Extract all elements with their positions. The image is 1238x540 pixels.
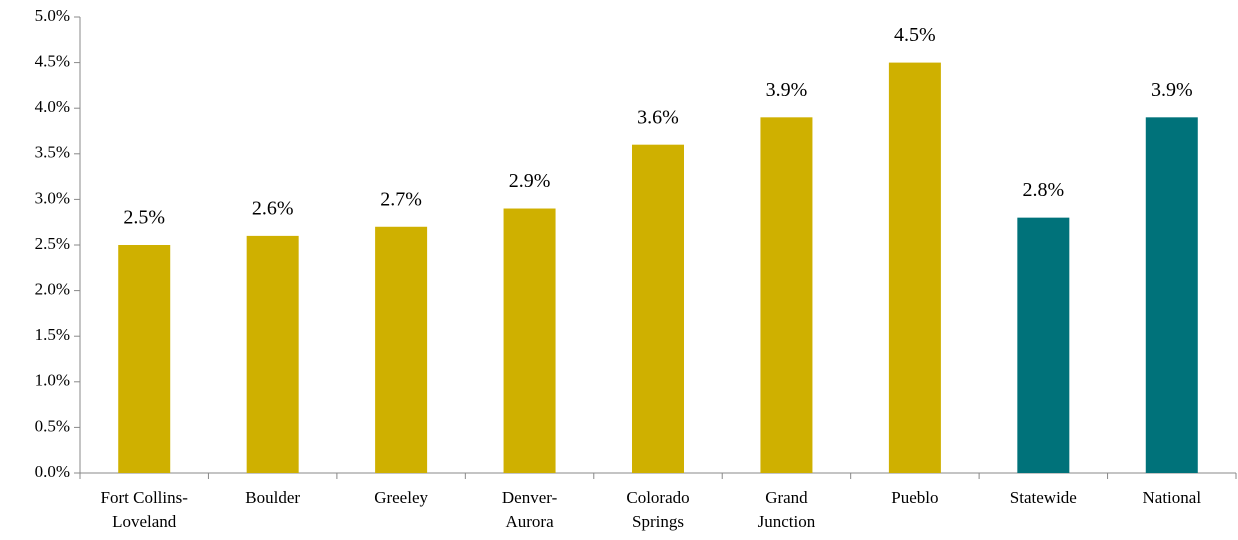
x-tick-label-line: Springs bbox=[632, 512, 684, 531]
y-tick-label: 1.5% bbox=[35, 325, 70, 344]
x-tick-label-line: Fort Collins- bbox=[101, 488, 189, 507]
y-tick-label: 2.5% bbox=[35, 234, 70, 253]
y-tick-label: 2.0% bbox=[35, 280, 70, 299]
value-label: 3.9% bbox=[766, 79, 808, 101]
bar bbox=[760, 117, 813, 473]
value-label: 2.7% bbox=[380, 188, 422, 210]
bar bbox=[1017, 217, 1070, 473]
bar bbox=[118, 245, 171, 473]
value-label: 2.5% bbox=[123, 207, 165, 229]
value-label: 3.6% bbox=[637, 106, 679, 128]
x-tick-label-line: Loveland bbox=[112, 512, 177, 531]
x-tick-label-line: Aurora bbox=[505, 512, 554, 531]
bar bbox=[503, 208, 556, 473]
x-tick-label: Fort Collins- Loveland bbox=[101, 488, 189, 531]
x-tick-label-line: National bbox=[1143, 488, 1202, 507]
x-tick-label-line: Grand bbox=[765, 488, 808, 507]
y-tick-label: 4.0% bbox=[35, 97, 70, 116]
x-tick-label: National bbox=[1143, 488, 1202, 507]
x-tick-label-line: Statewide bbox=[1010, 488, 1077, 507]
y-tick-label: 5.0% bbox=[35, 6, 70, 25]
x-tick-label: Grand Junction bbox=[758, 488, 816, 531]
x-tick-label-line: Junction bbox=[758, 512, 816, 531]
value-label: 2.9% bbox=[509, 170, 551, 192]
x-tick-label: Denver- Aurora bbox=[502, 488, 558, 531]
x-tick-label-line: Boulder bbox=[245, 488, 300, 507]
y-tick-label: 3.5% bbox=[35, 143, 70, 162]
value-label: 2.6% bbox=[252, 197, 294, 219]
bar bbox=[1145, 117, 1198, 473]
bar bbox=[632, 144, 684, 473]
y-tick-label: 3.0% bbox=[35, 188, 70, 207]
x-tick-label-line: Greeley bbox=[374, 488, 428, 507]
bar bbox=[375, 226, 428, 473]
x-tick-label-line: Colorado bbox=[626, 488, 689, 507]
y-tick-label: 4.5% bbox=[35, 52, 70, 71]
x-tick-label: Boulder bbox=[245, 488, 300, 507]
value-label: 2.8% bbox=[1022, 179, 1064, 201]
x-tick-label-line: Pueblo bbox=[891, 488, 938, 507]
x-tick-label: Greeley bbox=[374, 488, 428, 507]
y-tick-label: 0.5% bbox=[35, 416, 70, 435]
y-tick-label: 0.0% bbox=[35, 462, 70, 481]
bar bbox=[888, 62, 941, 473]
x-tick-label-line: Denver- bbox=[502, 488, 558, 507]
x-tick-label: Statewide bbox=[1010, 488, 1077, 507]
x-tick-label: Pueblo bbox=[891, 488, 938, 507]
x-tick-label: Colorado Springs bbox=[626, 488, 689, 531]
bar bbox=[246, 235, 299, 473]
value-label: 3.9% bbox=[1151, 79, 1193, 101]
y-tick-label: 1.0% bbox=[35, 371, 70, 390]
value-label: 4.5% bbox=[894, 24, 936, 46]
